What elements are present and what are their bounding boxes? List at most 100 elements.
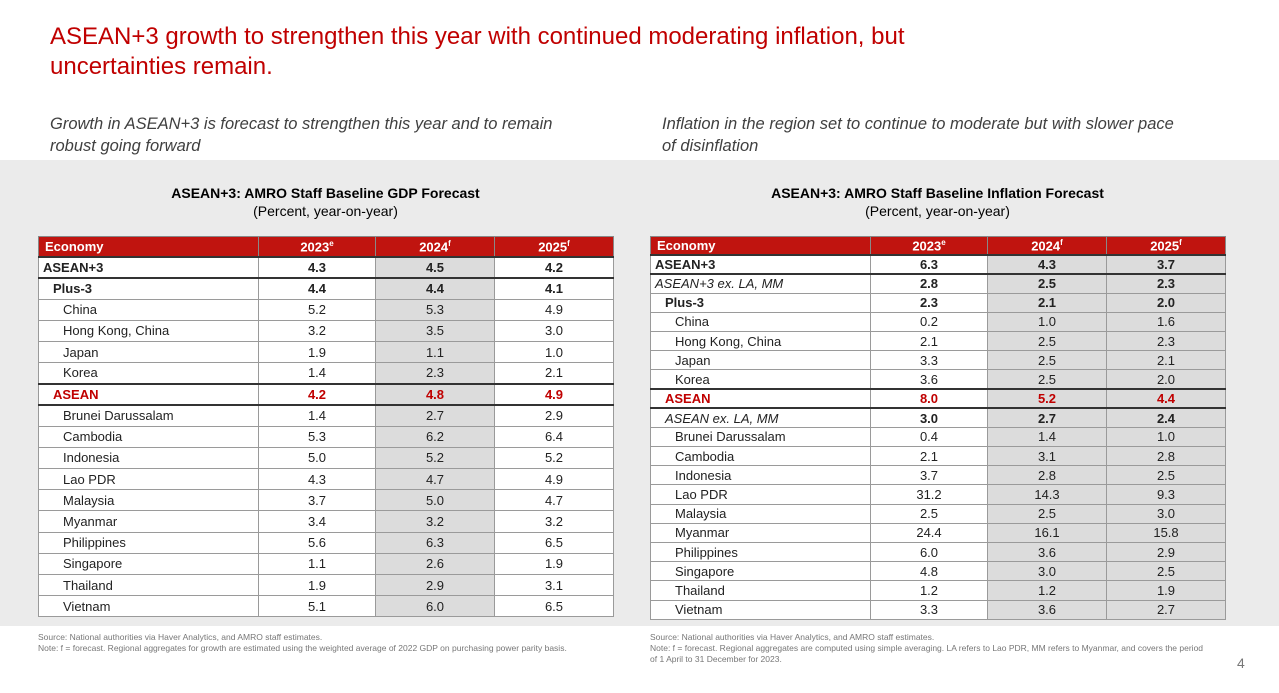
value-cell: 1.0	[494, 340, 614, 364]
value-cell: 4.4	[375, 277, 495, 300]
column-header: Economy	[38, 235, 259, 258]
value-cell: 5.3	[258, 425, 376, 448]
value-cell: 6.5	[494, 531, 614, 554]
table-row: Plus-3 2.3 2.1 2.0	[650, 292, 1226, 313]
value-cell: 1.2	[870, 580, 988, 601]
table-row: Japan 1.9 1.1 1.0	[38, 340, 614, 364]
economy-cell: Lao PDR	[38, 468, 259, 491]
economy-cell: China	[38, 298, 259, 321]
economy-cell: Singapore	[650, 561, 871, 582]
value-cell: 2.3	[1106, 330, 1226, 352]
table-subtitle: (Percent, year-on-year)	[865, 203, 1010, 219]
column-label: 2025	[538, 239, 568, 254]
value-cell: 4.9	[494, 382, 614, 407]
page-number: 4	[1237, 655, 1245, 671]
economy-cell: ASEAN	[38, 382, 259, 407]
table-subtitle: (Percent, year-on-year)	[253, 203, 398, 219]
economy-cell: ASEAN+3	[38, 255, 259, 279]
column-header: 2023e	[258, 235, 376, 258]
value-cell: 4.1	[494, 277, 614, 300]
column-sup: e	[941, 237, 946, 247]
economy-cell: Plus-3	[650, 292, 871, 313]
column-sup: e	[329, 238, 334, 248]
value-cell: 5.2	[375, 446, 495, 470]
value-cell: 1.4	[258, 362, 376, 385]
table-row: Singapore 4.8 3.0 2.5	[650, 561, 1226, 582]
value-cell: 1.2	[987, 580, 1107, 601]
value-cell: 2.5	[987, 503, 1107, 524]
value-cell: 2.1	[987, 292, 1107, 313]
value-cell: 4.3	[258, 255, 376, 279]
table-row: Malaysia 3.7 5.0 4.7	[38, 489, 614, 512]
value-cell: 2.5	[987, 330, 1107, 352]
column-label: Economy	[657, 237, 716, 253]
value-cell: 1.0	[1106, 426, 1226, 448]
table-row: ASEAN 4.2 4.8 4.9	[38, 382, 614, 407]
column-header: 2024f	[987, 235, 1107, 256]
table-row: Vietnam 3.3 3.6 2.7	[650, 599, 1226, 620]
value-cell: 6.4	[494, 425, 614, 448]
value-cell: 3.1	[494, 573, 614, 597]
note: Note: f = forecast. Regional aggregates …	[38, 643, 567, 653]
value-cell: 4.9	[494, 298, 614, 321]
value-cell: 3.7	[1106, 253, 1226, 275]
economy-cell: Japan	[650, 350, 871, 371]
source-note: Source: National authorities via Haver A…	[650, 632, 935, 642]
economy-cell: Thailand	[650, 580, 871, 601]
economy-cell: Malaysia	[38, 489, 259, 512]
table-row: Malaysia 2.5 2.5 3.0	[650, 503, 1226, 524]
table-row: ASEAN 8.0 5.2 4.4	[650, 387, 1226, 410]
data-table: Economy 2023e 2024f 2025f ASEAN+3 4.3 4.5 4.2 Pl…	[38, 235, 614, 618]
column-sup: f	[448, 238, 451, 248]
value-cell: 8.0	[870, 387, 988, 410]
table-row: Hong Kong, China 3.2 3.5 3.0	[38, 319, 614, 342]
value-cell: 3.0	[494, 319, 614, 342]
value-cell: 2.7	[987, 407, 1107, 428]
footnote: Source: National authorities via Haver A…	[650, 632, 1210, 665]
header-row: Economy 2023e 2024f 2025f	[38, 235, 614, 258]
value-cell: 24.4	[870, 522, 988, 544]
table-row: Brunei Darussalam 0.4 1.4 1.0	[650, 426, 1226, 448]
value-cell: 2.1	[494, 362, 614, 385]
value-cell: 2.3	[870, 292, 988, 313]
value-cell: 2.6	[375, 552, 495, 576]
table-row: Indonesia 5.0 5.2 5.2	[38, 446, 614, 470]
column-label: 2023	[912, 238, 942, 253]
column-header: 2024f	[375, 235, 495, 258]
value-cell: 2.1	[870, 446, 988, 467]
value-cell: 0.2	[870, 311, 988, 332]
economy-cell: Thailand	[38, 573, 259, 597]
value-cell: 2.0	[1106, 292, 1226, 313]
panel-subtitle: Growth in ASEAN+3 is forecast to strengt…	[50, 115, 553, 155]
economy-cell: Japan	[38, 340, 259, 364]
value-cell: 6.0	[870, 541, 988, 563]
value-cell: 3.1	[987, 446, 1107, 467]
value-cell: 1.9	[258, 573, 376, 597]
value-cell: 4.3	[258, 468, 376, 491]
value-cell: 2.9	[494, 404, 614, 427]
table-row: Vietnam 5.1 6.0 6.5	[38, 595, 614, 618]
value-cell: 2.4	[1106, 407, 1226, 428]
value-cell: 4.2	[258, 382, 376, 407]
table-row: Cambodia 2.1 3.1 2.8	[650, 446, 1226, 467]
value-cell: 1.1	[258, 552, 376, 576]
value-cell: 16.1	[987, 522, 1107, 544]
table-row: Thailand 1.2 1.2 1.9	[650, 580, 1226, 601]
column-header: 2025f	[1106, 235, 1226, 256]
value-cell: 3.0	[870, 407, 988, 428]
column-sup: f	[1060, 237, 1063, 247]
economy-cell: Philippines	[38, 531, 259, 554]
economy-cell: Indonesia	[38, 446, 259, 470]
table-row: Myanmar 24.4 16.1 15.8	[650, 522, 1226, 544]
source-note: Source: National authorities via Haver A…	[38, 632, 323, 642]
value-cell: 2.5	[870, 503, 988, 524]
value-cell: 2.5	[987, 273, 1107, 294]
economy-cell: Singapore	[38, 552, 259, 576]
table-row: Myanmar 3.4 3.2 3.2	[38, 510, 614, 533]
column-sup: f	[567, 238, 570, 248]
economy-cell: Hong Kong, China	[38, 319, 259, 342]
economy-cell: ASEAN+3	[650, 253, 871, 275]
value-cell: 4.7	[494, 489, 614, 512]
value-cell: 2.8	[1106, 446, 1226, 467]
